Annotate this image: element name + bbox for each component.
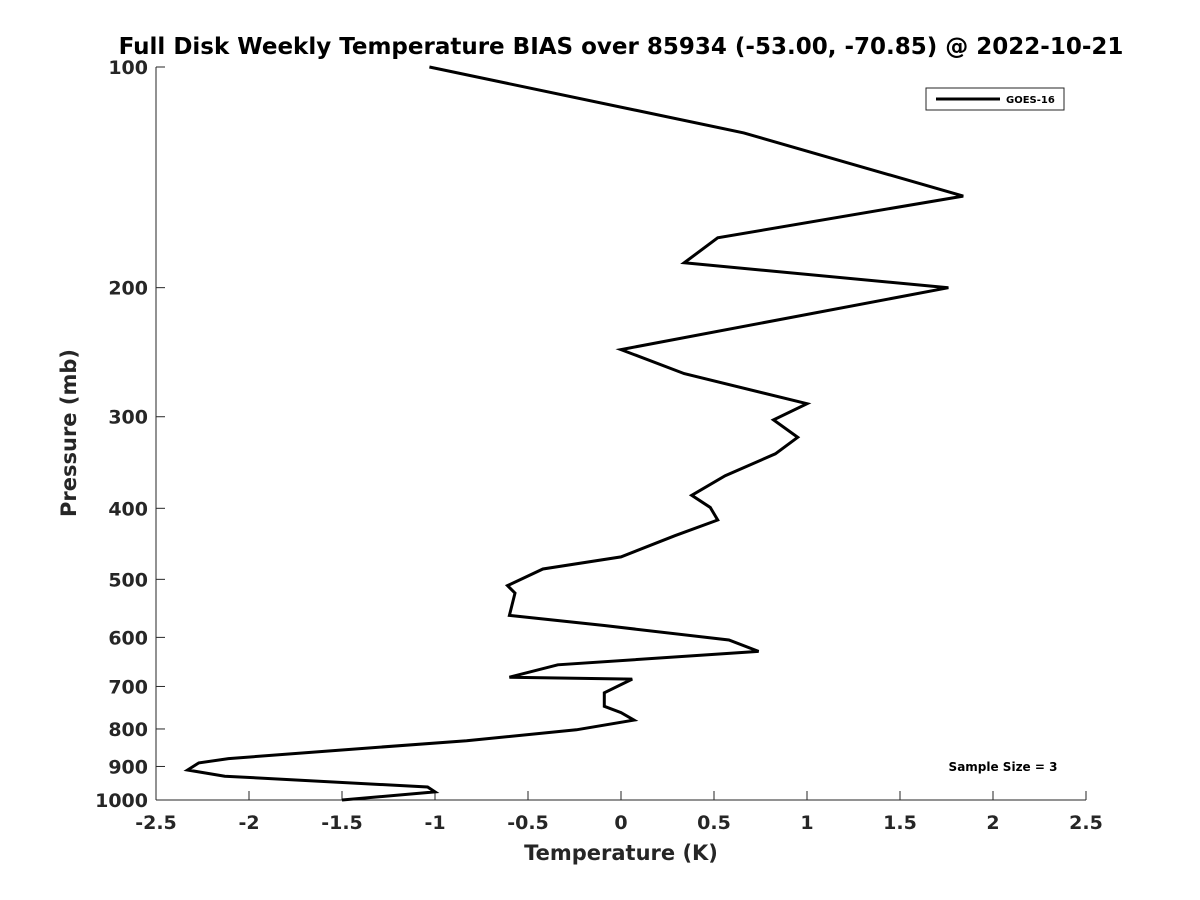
x-tick-label: -2 <box>238 812 259 834</box>
x-tick-label: -2.5 <box>135 812 177 834</box>
y-tick-label: 600 <box>108 627 148 649</box>
y-tick-label: 400 <box>108 498 148 520</box>
series-layer <box>183 65 964 802</box>
x-tick-label: -0.5 <box>507 812 549 834</box>
x-axis-ticks: -2.5 -2 -1.5 -1 -0.5 0 0.5 1 1.5 2 2.5 <box>135 791 1103 834</box>
x-tick-label: 0 <box>614 812 627 834</box>
x-tick-label: 0.5 <box>697 812 731 834</box>
y-tick-label: 700 <box>108 676 148 698</box>
chart-title: Full Disk Weekly Temperature BIAS over 8… <box>119 34 1124 60</box>
y-axis-title: Pressure (mb) <box>57 349 81 517</box>
legend: GOES-16 <box>925 87 1065 111</box>
sample-size-annotation: Sample Size = 3 <box>949 760 1058 774</box>
y-tick-label: 200 <box>108 278 148 300</box>
y-axis-ticks: 100 200 300 400 500 600 700 800 900 1000 <box>95 57 165 812</box>
y-tick-label: 800 <box>108 719 148 741</box>
y-tick-label: 900 <box>108 756 148 778</box>
y-tick-label: 1000 <box>95 790 148 812</box>
y-tick-label: 500 <box>108 569 148 591</box>
x-tick-label: 2 <box>986 812 999 834</box>
plot-area <box>156 67 1086 800</box>
x-tick-label: 2.5 <box>1069 812 1103 834</box>
legend-label: GOES-16 <box>1006 95 1055 106</box>
series-line-goes-16 <box>183 65 964 802</box>
x-tick-label: -1.5 <box>321 812 363 834</box>
x-tick-label: -1 <box>424 812 445 834</box>
y-tick-label: 300 <box>108 407 148 429</box>
y-tick-label: 100 <box>108 57 148 79</box>
x-tick-label: 1.5 <box>883 812 917 834</box>
x-axis-title: Temperature (K) <box>524 841 718 865</box>
x-tick-label: 1 <box>800 812 813 834</box>
